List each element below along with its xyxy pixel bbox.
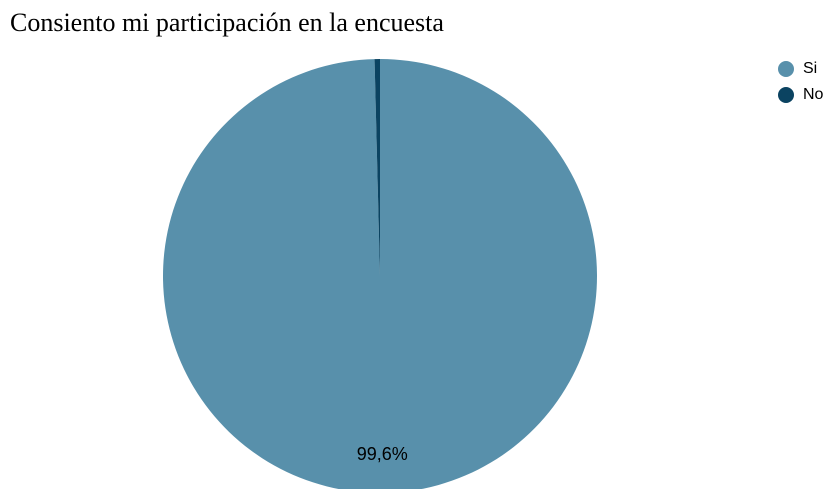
- pie-slice-no: [374, 59, 380, 276]
- legend-swatch-si: [778, 61, 794, 77]
- legend-item-no: No: [778, 85, 823, 105]
- pie-slice-si: [163, 59, 597, 489]
- legend-label-si: Si: [803, 60, 818, 77]
- legend-swatch-no: [778, 87, 794, 103]
- data-label-si: 99,6%: [357, 444, 408, 464]
- chart-title: Consiento mi participación en la encuest…: [10, 8, 444, 37]
- chart-legend: Si No: [778, 59, 823, 111]
- legend-label-no: No: [803, 86, 824, 103]
- legend-item-si: Si: [778, 59, 823, 79]
